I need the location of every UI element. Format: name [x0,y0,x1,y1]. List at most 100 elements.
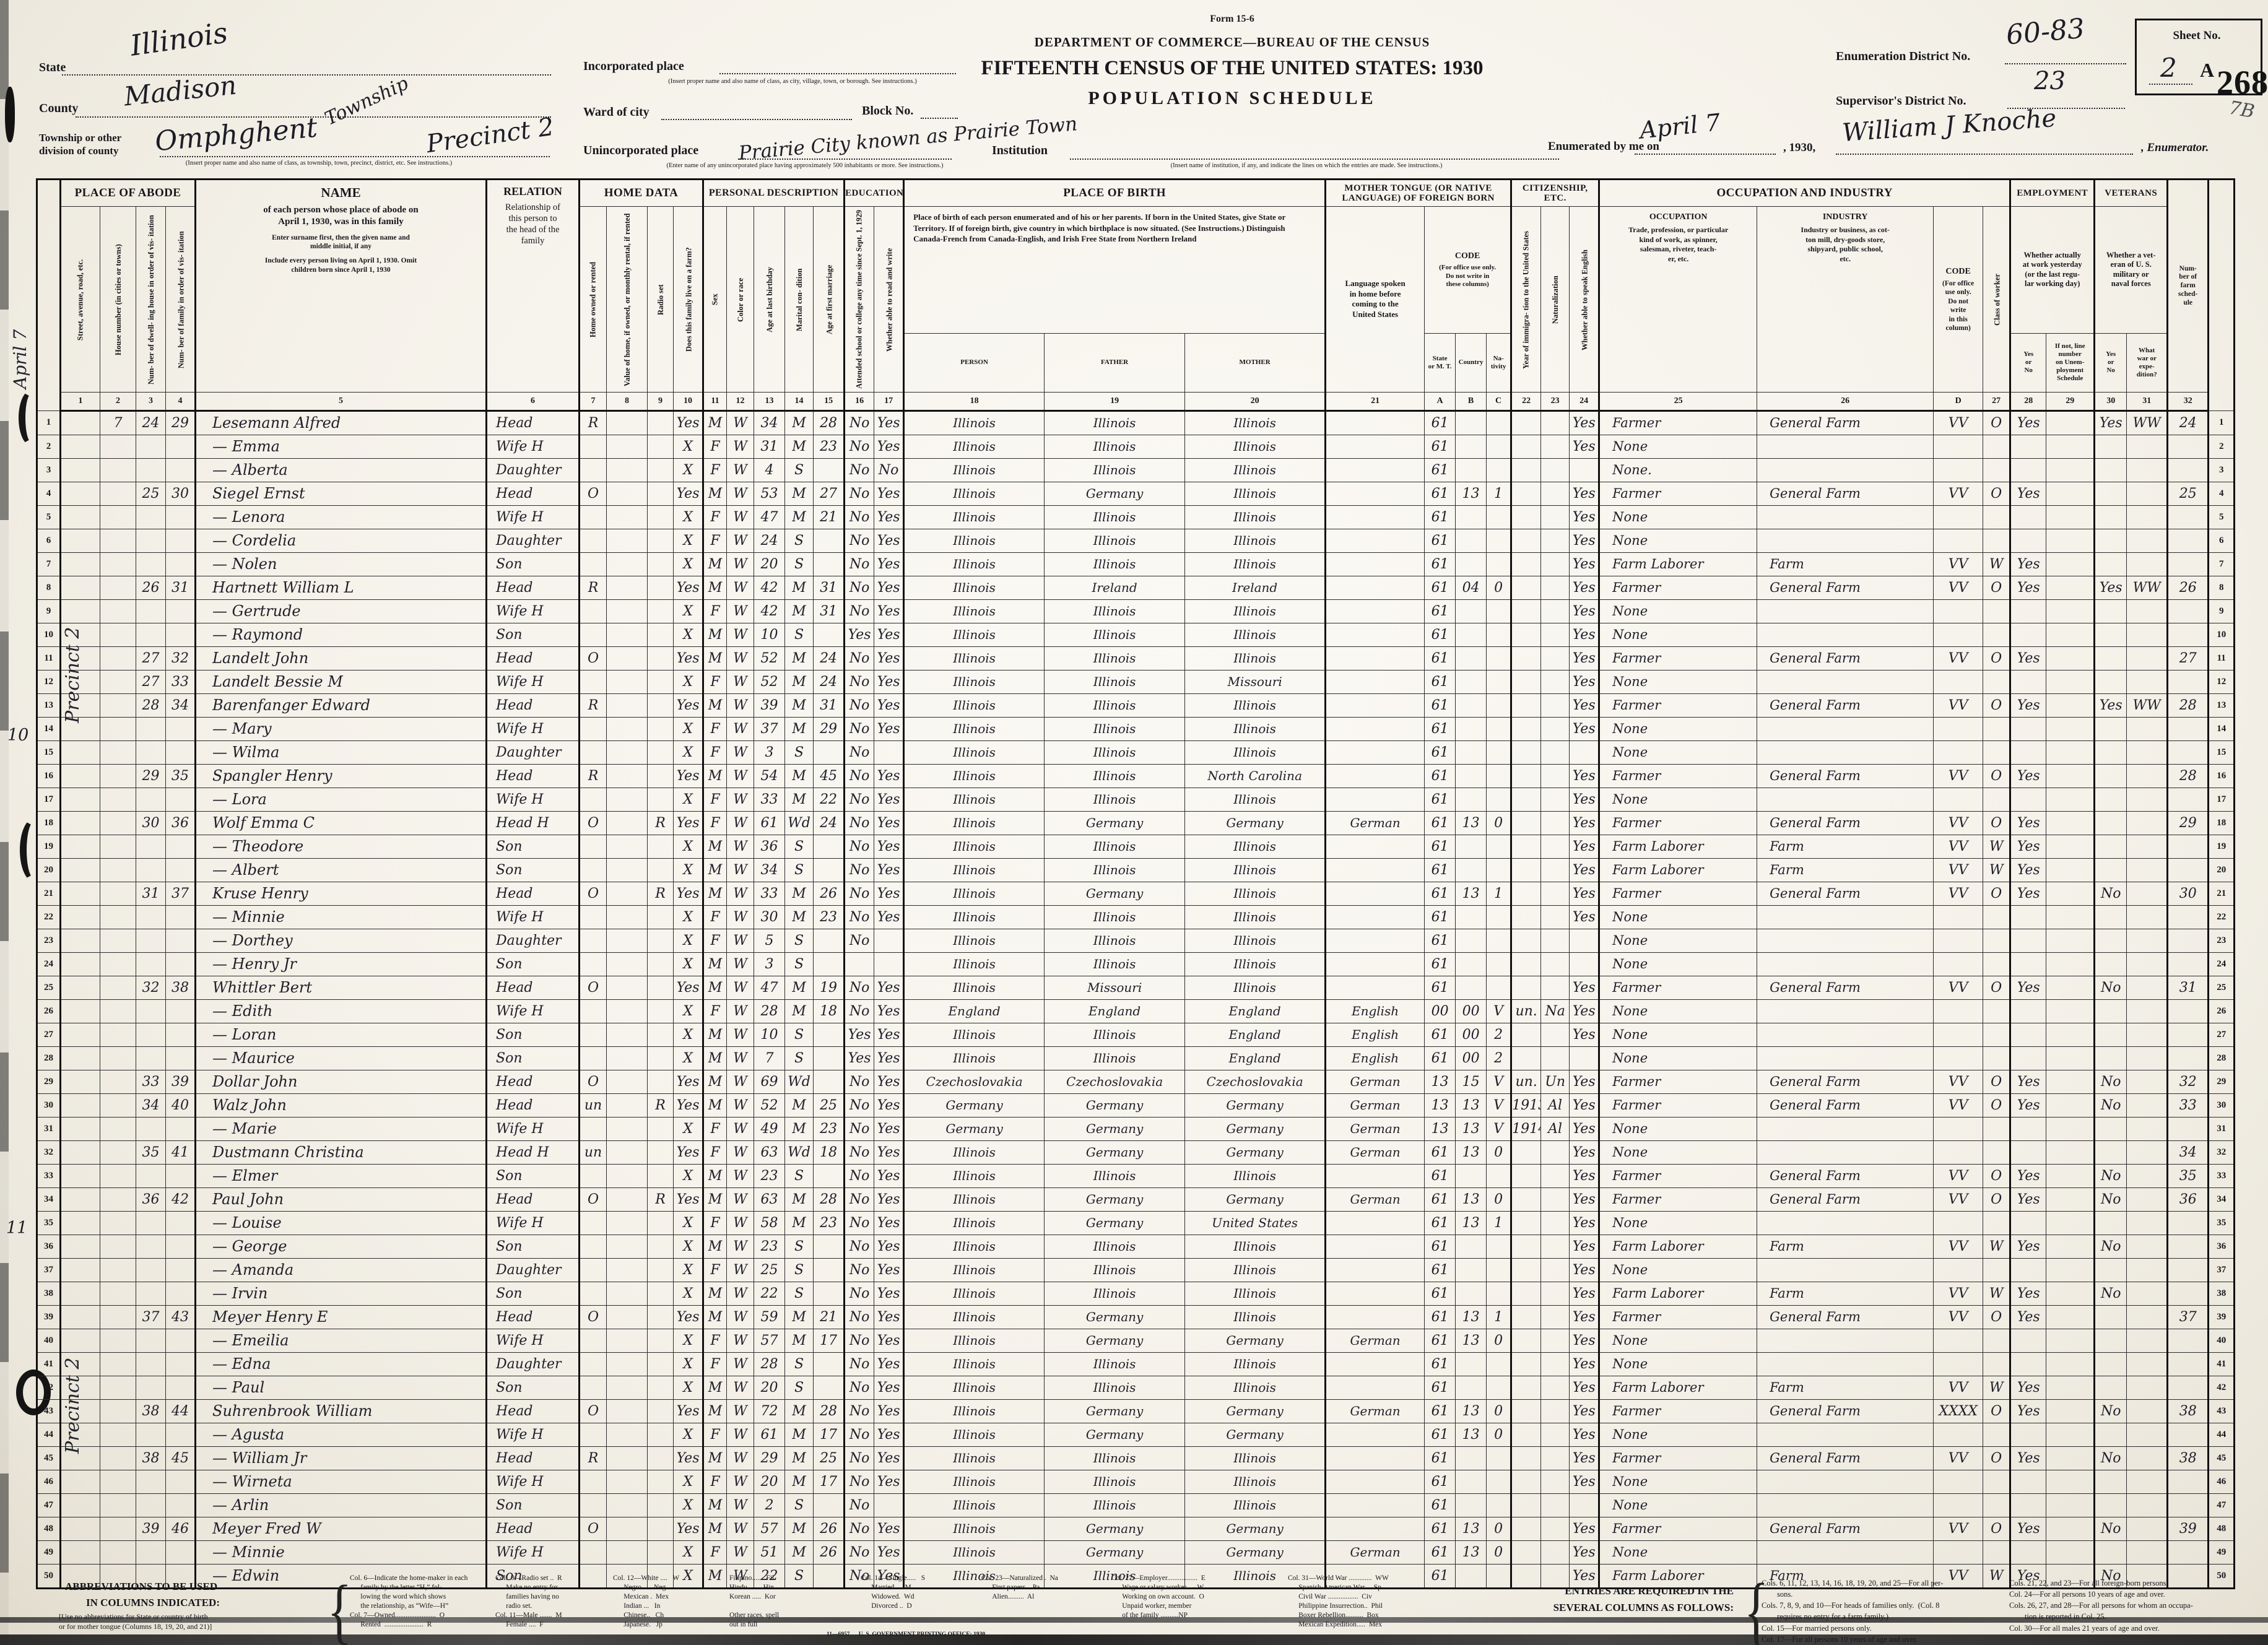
col-number-30: 30 [2093,391,2127,412]
cell-c27: O [1983,575,2011,600]
cell-cC [1486,505,1512,529]
cell-c25: None [1598,1540,1758,1565]
cell-c25: None [1598,1140,1758,1165]
cell-c10: X [673,434,704,459]
cell-c18: Illinois [903,1046,1045,1070]
cell-c1 [59,1540,100,1565]
cell-cA: 61 [1424,575,1456,600]
cell-c21 [1324,857,1425,882]
cell-c24 [1569,1493,1600,1517]
cell-c19: Germany [1044,1187,1186,1212]
cell-c13: 57 [754,1516,786,1541]
cell-c3 [136,1352,166,1376]
cell-c30 [2093,528,2127,553]
cell-c17: Yes [874,622,905,647]
cell-c30: No [2093,881,2127,906]
cell-c18: Illinois [903,1328,1045,1353]
cell-c26 [1757,740,1934,765]
cell-c18: Illinois [903,1540,1045,1565]
cell-c2 [100,1422,136,1447]
footer-col14-note: Col. 14—Single..... S Married ... M Wido… [861,1574,926,1610]
cell-c29 [2046,1163,2095,1188]
cell-c12: W [726,622,755,647]
cell-c9 [647,1516,674,1541]
cell-c7 [578,787,607,812]
cell-c17: Yes [874,1210,905,1235]
supervisor-district-label: Supervisor's District No. [1836,94,1966,108]
line-number: 6 [2207,528,2235,553]
institution-note: (Insert name of institution, if any, and… [1170,162,1443,169]
col-house-number: House number (in cities or towns) [100,206,136,393]
cell-c30: No [2093,1516,2127,1541]
cell-c18: Illinois [903,646,1045,671]
cell-c14: S [784,952,814,976]
cell-c25: Farm Laborer [1598,1281,1758,1306]
cell-c8 [606,1210,648,1235]
cell-c9 [647,575,674,600]
cell-c30 [2093,1304,2127,1329]
cell-c6: Son [485,834,580,859]
cell-c3 [136,1046,166,1070]
margin-number-10: 10 [7,726,29,745]
group-veterans: VETERANS [2093,179,2168,207]
cell-c22 [1510,1163,1542,1188]
cell-c31 [2126,1399,2168,1423]
cell-c13: 52 [754,669,786,694]
cell-c19: Illinois [1044,928,1186,953]
col-number-9: 9 [647,391,674,412]
line-number: 46 [37,1469,61,1494]
cell-c3 [136,1281,166,1306]
cell-c20: Illinois [1184,622,1326,647]
cell-c32 [2166,458,2209,482]
cell-c31: WW [2126,575,2168,600]
cell-cB [1455,1446,1487,1470]
cell-c16: No [843,787,875,812]
cell-c6: Head [485,763,580,788]
cell-c17: Yes [874,1116,905,1141]
cell-c11: M [702,646,728,671]
cell-c23 [1540,434,1570,459]
cell-c12: W [726,1540,755,1565]
cell-c17: Yes [874,1516,905,1541]
line-number: 19 [37,834,61,859]
cell-c1 [59,999,100,1023]
cell-cD: XXXX [1933,1399,1984,1423]
cell-c1 [59,1281,100,1306]
cell-c5: — Edith [194,999,487,1023]
cell-c17: Yes [874,1446,905,1470]
page-title: FIFTEENTH CENSUS OF THE UNITED STATES: 1… [981,57,1484,79]
cell-c22 [1510,1022,1542,1047]
cell-c11: F [702,716,728,741]
cell-c28: Yes [2009,1446,2047,1470]
cell-c10: X [673,1163,704,1188]
cell-c31: WW [2126,693,2168,718]
cell-c5: Dustmann Christina [194,1140,487,1165]
cell-c4: 38 [165,975,196,1000]
cell-c13: 54 [754,763,786,788]
census-table-body: 1 7 24 29 Lesemann Alfred Head R Yes M W 34 M 28 No Ye… [37,410,2235,1589]
cell-c16: No [843,763,875,788]
cell-c23 [1540,834,1570,859]
cell-c16: No [843,1352,875,1376]
cell-c17: Yes [874,669,905,694]
cell-c23 [1540,810,1570,835]
cell-c17: Yes [874,1257,905,1282]
cell-c13: 20 [754,552,786,576]
cell-c15: 28 [813,1399,845,1423]
line-number: 4 [2207,481,2235,506]
cell-c28: Yes [2009,1163,2047,1188]
cell-c8 [606,481,648,506]
cell-c15: 21 [813,1304,845,1329]
cell-c9 [647,505,674,529]
cell-cC [1486,552,1512,576]
cell-c8 [606,1446,648,1470]
cell-c10: Yes [673,1399,704,1423]
cell-c8 [606,458,648,482]
cell-cB [1455,1375,1487,1400]
cell-cD: VV [1933,763,1984,788]
cell-c13: 33 [754,881,786,906]
cell-c11: M [702,1022,728,1047]
cell-c18: Illinois [903,552,1045,576]
cell-c23 [1540,1304,1570,1329]
